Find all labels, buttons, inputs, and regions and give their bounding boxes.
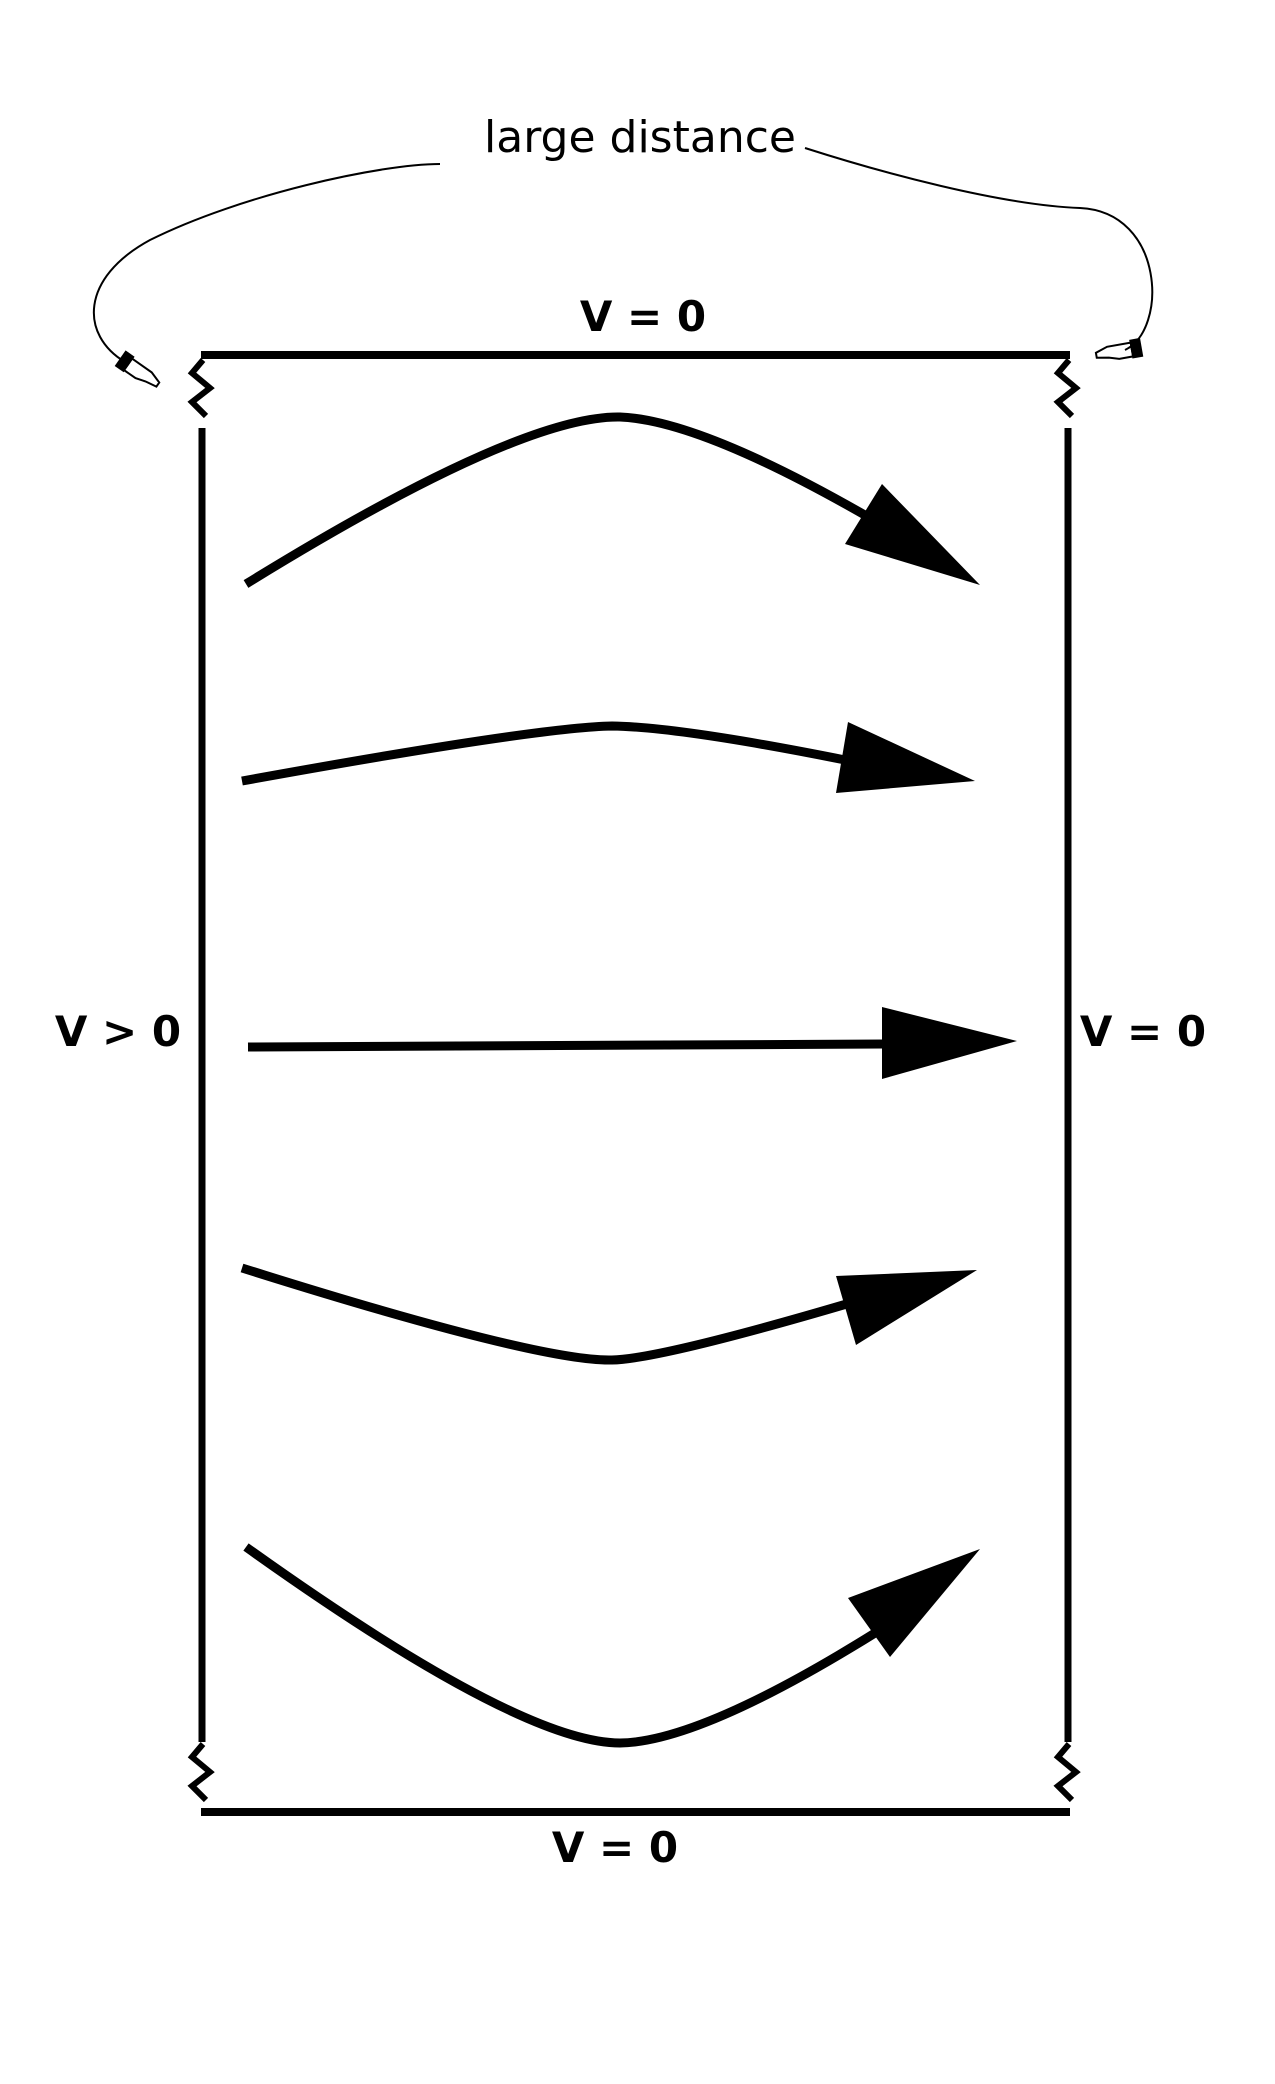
field-arrow-3-curve bbox=[247, 1039, 886, 1052]
bottom-boundary-label: V = 0 bbox=[552, 1823, 678, 1872]
top-boundary-label: V = 0 bbox=[580, 292, 706, 341]
zigzag-break-icon bbox=[187, 1742, 215, 1803]
field-arrow-4-curve bbox=[240, 1263, 852, 1365]
zigzag-break-icon bbox=[187, 358, 215, 419]
zigzag-break-icon bbox=[1053, 1742, 1081, 1803]
zigzag-break-icon bbox=[1053, 358, 1081, 419]
left-boundary-label: V > 0 bbox=[55, 1007, 181, 1056]
annotation-curve-left bbox=[92, 163, 441, 363]
pointing-hand-icon bbox=[114, 350, 161, 388]
pointing-hand-icon bbox=[1094, 337, 1144, 360]
field-arrow-2-head bbox=[836, 722, 975, 793]
annotation-curve-right bbox=[804, 147, 1154, 351]
field-arrow-4-head bbox=[836, 1270, 977, 1345]
field-arrow-3-head bbox=[882, 1007, 1017, 1079]
field-arrow-1-curve bbox=[243, 412, 873, 588]
annotation-label: large distance bbox=[484, 112, 796, 163]
field-arrow-1-head bbox=[845, 484, 980, 585]
field-arrow-5-head bbox=[848, 1549, 980, 1657]
field-arrow-5-curve bbox=[243, 1543, 878, 1748]
right-boundary-label: V = 0 bbox=[1080, 1007, 1206, 1056]
field-arrow-2-curve bbox=[241, 721, 846, 786]
